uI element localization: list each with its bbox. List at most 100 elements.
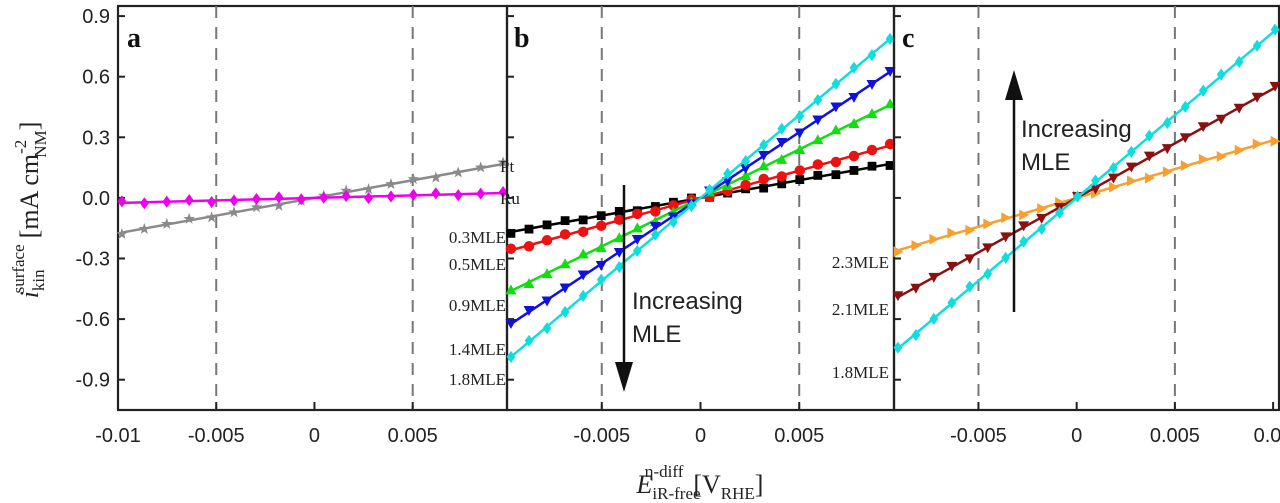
data-point [497,156,509,168]
y-title-sub: kin [29,269,48,291]
data-point [867,48,877,62]
data-point [1233,103,1245,114]
data-point [1018,221,1030,232]
data-point [776,137,788,148]
data-point [1215,114,1227,125]
data-point [430,171,442,183]
data-point [162,195,172,208]
data-point [476,187,486,200]
data-point [1198,84,1208,97]
data-point [116,228,128,239]
data-point [523,306,535,316]
series-c-2.1MLE: 2.1MLE [832,81,1280,319]
data-point [542,220,552,230]
data-point [613,248,625,258]
data-point [560,216,570,226]
data-point [893,246,904,258]
panels-group: -0.9 -0.6 -0.3 0.0 0.3 0.6 0.9 -0.01 -0.005 0 0.00… [76,4,1280,447]
data-point [577,248,589,259]
data-point [506,228,516,238]
data-point [758,173,769,185]
panel-b: -0.005 0 0.005 0.3MLE 0.5MLE 0.9MLE 1.4MLE 1.8M… [449,4,896,447]
x-tick-label: 0.005 [388,425,438,447]
data-point [831,170,841,180]
x-tick-label: 0.005 [774,425,824,447]
fit-line [510,37,891,358]
data-point [560,305,570,319]
panel-c: -0.005 0 0.005 0.01 2.3MLE 2.1MLE 1.8MLE Increa… [832,4,1280,447]
data-point [1269,81,1280,92]
y-axis-title: ikinsurface [mA cm-2NM] [9,122,50,299]
y-tick-label: 0.3 [82,127,110,149]
y-title-unit-close: ] [15,122,44,131]
y-tick-label: -0.9 [76,370,110,392]
series-label: 1.8MLE [832,363,889,382]
data-point [830,156,842,168]
data-point [408,188,418,201]
data-point [1161,144,1173,155]
data-point [776,154,788,164]
x-tick-label: 0.01 [1254,425,1280,447]
y-title-unit-sup: -2 [11,140,30,154]
fit-line [897,29,1276,350]
data-point [138,223,151,234]
data-point [849,166,859,175]
data-point [1019,209,1030,221]
data-point [741,154,751,168]
x-title-sup: η-diff [645,462,684,481]
data-point [848,150,860,162]
data-point [184,194,194,207]
fit-line [121,191,504,205]
data-point [964,254,976,265]
data-point [740,179,751,191]
data-point [1107,173,1119,184]
x-axis-title: EiR-free η-diff [VRHE] [636,462,764,503]
data-point [541,235,553,246]
data-point [385,178,397,189]
data-point [947,227,958,239]
y-tick-label: -0.6 [76,309,110,331]
data-point [1197,122,1209,133]
data-point [650,206,661,217]
series-label: 0.3MLE [449,228,506,247]
data-point [794,128,806,139]
data-point [1198,153,1209,165]
data-point [523,278,535,289]
x-title-sub: iR-free [652,484,700,503]
data-point [965,280,975,293]
data-point [139,197,149,210]
x-title-unit: [V [693,470,721,499]
data-point [777,179,787,189]
x-tick-label: -0.005 [188,425,245,447]
data-point [524,224,534,234]
data-point [524,334,534,347]
plot-frame-c [892,4,1280,412]
x-tick-label: -0.005 [950,425,1007,447]
data-point [946,261,958,272]
data-point [795,175,805,185]
data-point [947,296,957,309]
series-c-1.8MLE: 1.8MLE [832,23,1280,382]
data-point [776,171,787,182]
data-point [595,261,607,271]
data-point [559,283,571,294]
data-point [498,185,508,199]
data-point [1143,151,1155,162]
plot-frame-b [505,4,896,412]
data-point [1125,162,1137,173]
series-label: 1.8MLE [449,370,506,389]
data-point [812,159,824,170]
data-point [505,284,517,295]
data-point [893,341,903,354]
data-point [650,228,660,241]
y-title-sup: surface [9,244,28,293]
y-title-unit: [mA cm [15,154,44,239]
data-point [1019,235,1029,248]
data-point [1234,144,1245,156]
data-point [884,98,896,109]
data-point [1251,92,1263,103]
data-point [759,183,769,193]
data-point [1270,23,1280,36]
y-title-unit-sub: NM [31,130,50,157]
